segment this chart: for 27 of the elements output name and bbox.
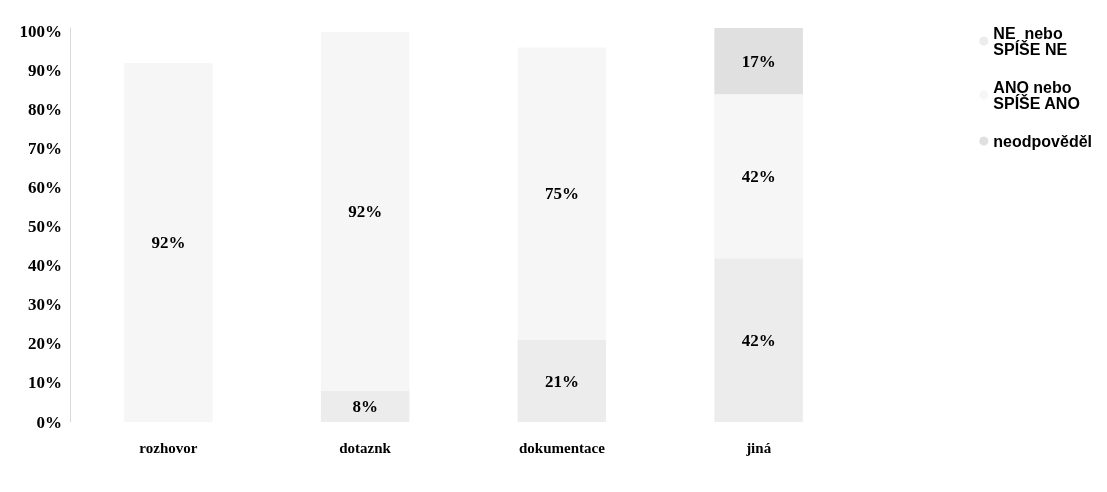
- data-label: 75%: [544, 184, 579, 204]
- y-tick-label: 80%: [28, 100, 62, 120]
- y-tick-label: 60%: [28, 178, 62, 198]
- x-tick-label: jiná: [745, 439, 772, 456]
- y-tick-label: 20%: [28, 334, 62, 354]
- y-tick-label: 10%: [28, 373, 62, 393]
- data-label: 8%: [352, 396, 378, 416]
- x-tick-label: dotaznk: [339, 439, 392, 456]
- y-tick-label: 0%: [36, 412, 62, 432]
- legend-label: neodpověděl: [993, 132, 1093, 150]
- x-tick-label: rozhovor: [139, 439, 198, 456]
- y-tick-label: 100%: [19, 22, 62, 42]
- data-label: 92%: [348, 201, 383, 221]
- legend-label: NE nebo SPÍŠE NE: [993, 24, 1068, 58]
- data-label: 92%: [151, 233, 186, 253]
- y-tick-label: 50%: [28, 217, 62, 237]
- data-label: 42%: [741, 330, 776, 350]
- y-tick-label: 90%: [28, 61, 62, 81]
- data-label: 21%: [544, 371, 579, 391]
- y-tick-label: 40%: [28, 256, 62, 276]
- data-label: 17%: [741, 51, 776, 71]
- y-tick-label: 30%: [28, 295, 62, 315]
- data-label: 42%: [741, 166, 776, 186]
- y-tick-label: 70%: [28, 139, 62, 159]
- legend-label: ANO nebo SPÍŠE ANO: [993, 78, 1080, 112]
- bar: [714, 28, 803, 95]
- x-tick-label: dokumentace: [518, 439, 606, 456]
